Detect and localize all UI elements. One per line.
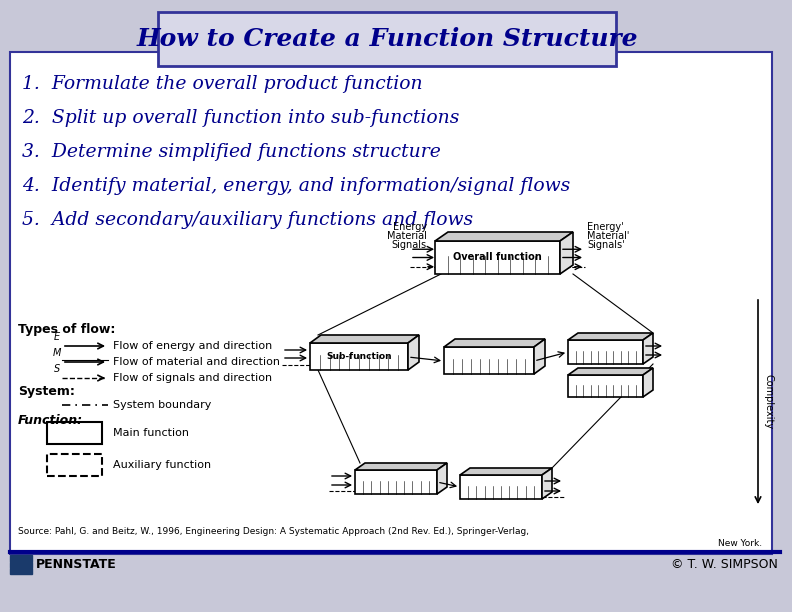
Text: Overall function: Overall function [453,253,542,263]
Text: Material': Material' [587,231,630,241]
Polygon shape [534,339,545,374]
Text: E: E [54,332,60,342]
Text: Energy: Energy [393,222,427,232]
Polygon shape [444,347,534,374]
Text: 5.  Add secondary/auxiliary functions and flows: 5. Add secondary/auxiliary functions and… [22,211,473,229]
Text: Auxiliary function: Auxiliary function [113,460,211,470]
Polygon shape [435,232,573,241]
Polygon shape [310,343,408,370]
Polygon shape [568,368,653,375]
Polygon shape [437,463,447,494]
Polygon shape [568,340,643,364]
Text: How to Create a Function Structure: How to Create a Function Structure [136,27,638,51]
Bar [47,454,102,476]
Text: System:: System: [18,386,75,398]
Text: 3.  Determine simplified functions structure: 3. Determine simplified functions struct… [22,143,441,161]
Text: Flow of energy and direction: Flow of energy and direction [113,341,272,351]
Text: Sub-function: Sub-function [326,352,392,361]
Polygon shape [444,339,545,347]
Text: Source: Pahl, G. and Beitz, W., 1996, Engineering Design: A Systematic Approach : Source: Pahl, G. and Beitz, W., 1996, En… [18,528,529,537]
Text: S: S [54,364,60,374]
Text: 1.  Formulate the overall product function: 1. Formulate the overall product functio… [22,75,423,93]
Text: Types of flow:: Types of flow: [18,323,116,335]
Text: Flow of signals and direction: Flow of signals and direction [113,373,272,383]
Text: Function:: Function: [18,414,83,427]
Polygon shape [643,368,653,397]
Polygon shape [355,470,437,494]
Text: © T. W. SIMPSON: © T. W. SIMPSON [671,559,778,572]
FancyBboxPatch shape [10,52,772,554]
Text: System boundary: System boundary [113,400,211,410]
Text: 4.  Identify material, energy, and information/signal flows: 4. Identify material, energy, and inform… [22,177,570,195]
Polygon shape [460,475,542,499]
Polygon shape [408,335,419,370]
Text: Signals': Signals' [587,240,625,250]
Text: M: M [53,348,61,358]
Polygon shape [10,555,32,574]
Polygon shape [643,333,653,364]
Text: Main function: Main function [113,428,189,438]
Polygon shape [568,375,643,397]
Bar [47,422,102,444]
Polygon shape [568,333,653,340]
Text: Energy': Energy' [587,222,623,232]
Text: New York.: New York. [718,540,762,548]
Text: 2.  Split up overall function into sub-functions: 2. Split up overall function into sub-fu… [22,109,459,127]
Text: Complexity: Complexity [763,375,773,430]
Text: Material: Material [387,231,427,241]
Text: PENNSTATE: PENNSTATE [36,559,116,572]
Polygon shape [542,468,552,499]
Polygon shape [310,335,419,343]
Polygon shape [355,463,447,470]
FancyBboxPatch shape [158,12,616,66]
Polygon shape [560,232,573,274]
Text: Signals: Signals [392,240,427,250]
Polygon shape [435,241,560,274]
Polygon shape [460,468,552,475]
Text: Flow of material and direction: Flow of material and direction [113,357,280,367]
